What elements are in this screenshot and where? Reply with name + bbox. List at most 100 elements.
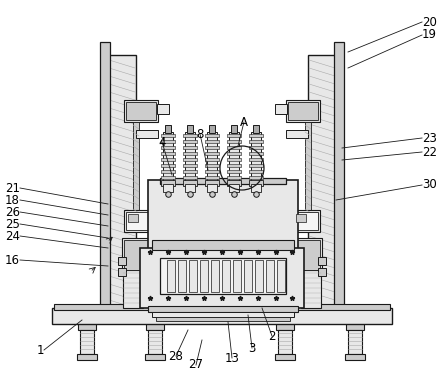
Bar xyxy=(286,100,320,122)
Bar xyxy=(255,260,263,292)
Bar xyxy=(205,152,219,155)
Bar xyxy=(275,354,295,360)
Bar xyxy=(78,322,96,330)
Bar xyxy=(133,122,139,222)
Bar xyxy=(126,212,150,230)
Bar xyxy=(161,176,175,179)
Bar xyxy=(227,134,241,137)
Bar xyxy=(211,260,219,292)
Text: 8: 8 xyxy=(196,128,204,141)
Text: 16: 16 xyxy=(5,253,20,266)
Bar xyxy=(231,125,237,133)
Bar xyxy=(249,164,263,167)
Text: 1: 1 xyxy=(36,344,44,357)
Bar xyxy=(183,146,197,149)
Bar xyxy=(187,125,193,133)
Bar xyxy=(163,132,173,182)
Bar xyxy=(152,240,294,250)
Bar xyxy=(205,146,219,149)
Bar xyxy=(160,178,286,184)
Bar xyxy=(205,140,219,143)
Bar xyxy=(227,152,241,155)
Bar xyxy=(249,170,263,173)
Bar xyxy=(128,214,138,222)
Bar xyxy=(183,152,197,155)
Bar xyxy=(161,146,175,149)
Bar xyxy=(286,130,308,138)
Bar xyxy=(222,260,230,292)
Bar xyxy=(249,146,263,149)
Bar xyxy=(249,152,263,155)
Bar xyxy=(244,260,252,292)
Bar xyxy=(136,130,158,138)
Bar xyxy=(227,164,241,167)
Bar xyxy=(136,246,180,256)
Bar xyxy=(140,248,304,308)
Bar xyxy=(205,176,219,179)
Bar xyxy=(207,132,217,182)
Bar xyxy=(207,184,217,192)
Bar xyxy=(148,180,298,250)
Bar xyxy=(122,238,152,272)
Text: 27: 27 xyxy=(189,359,203,371)
Bar xyxy=(305,122,311,222)
Bar xyxy=(123,270,143,308)
Bar xyxy=(189,260,197,292)
Bar xyxy=(118,257,126,265)
Bar xyxy=(276,322,294,330)
Bar xyxy=(183,180,197,186)
Text: 20: 20 xyxy=(422,16,437,29)
Bar xyxy=(205,180,219,186)
Bar xyxy=(126,102,156,120)
Text: 30: 30 xyxy=(422,179,437,192)
Bar xyxy=(185,184,195,192)
Bar xyxy=(278,330,292,354)
Bar xyxy=(294,212,318,230)
Text: 13: 13 xyxy=(225,352,239,365)
Bar xyxy=(178,260,186,292)
Bar xyxy=(165,125,171,133)
Text: 19: 19 xyxy=(422,29,437,42)
Bar xyxy=(205,134,219,137)
Bar xyxy=(163,184,173,192)
Bar xyxy=(145,354,165,360)
Bar xyxy=(249,180,263,186)
Bar xyxy=(253,125,259,133)
Bar xyxy=(205,164,219,167)
Bar xyxy=(294,240,320,270)
Bar xyxy=(108,55,136,315)
Bar xyxy=(52,308,392,324)
Bar xyxy=(161,134,175,137)
Bar xyxy=(275,104,287,114)
Bar xyxy=(292,238,322,272)
Bar xyxy=(167,260,175,292)
Text: 21: 21 xyxy=(5,181,20,194)
Bar xyxy=(124,210,152,232)
Bar xyxy=(249,134,263,137)
Bar xyxy=(227,180,241,186)
Bar xyxy=(160,258,286,294)
Bar xyxy=(296,214,306,222)
Bar xyxy=(205,170,219,173)
Bar xyxy=(157,104,169,114)
Bar xyxy=(161,170,175,173)
Bar xyxy=(227,176,241,179)
Bar xyxy=(183,158,197,161)
Bar xyxy=(161,164,175,167)
Bar xyxy=(209,125,215,133)
Bar xyxy=(249,158,263,161)
Bar xyxy=(183,176,197,179)
Bar xyxy=(249,176,263,179)
Bar xyxy=(227,140,241,143)
Bar xyxy=(161,140,175,143)
Bar xyxy=(346,322,364,330)
Bar xyxy=(288,102,318,120)
Bar xyxy=(161,152,175,155)
Bar xyxy=(54,304,390,310)
Text: 25: 25 xyxy=(5,218,20,231)
Bar xyxy=(266,260,274,292)
Bar xyxy=(124,240,150,270)
Bar xyxy=(301,270,321,308)
Bar xyxy=(161,158,175,161)
Bar xyxy=(183,170,197,173)
